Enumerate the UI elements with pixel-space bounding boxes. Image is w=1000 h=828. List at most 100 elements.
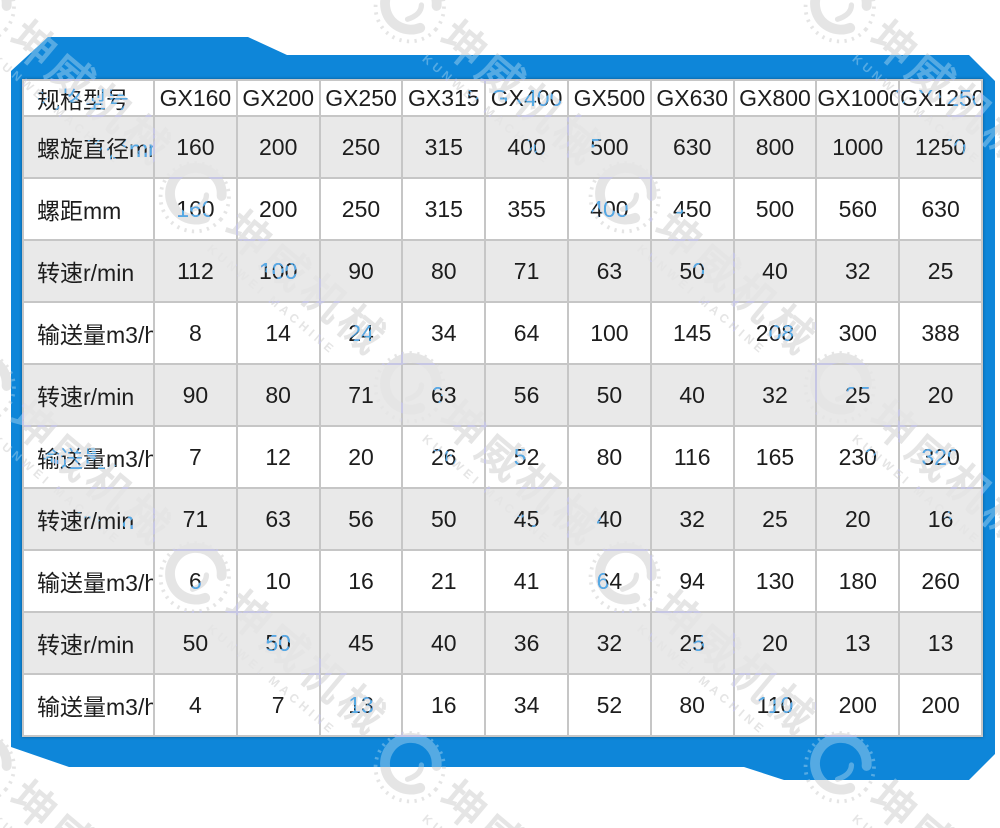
data-cell: 250	[318, 115, 404, 179]
watermark-text: 坤威机械 KUNWEI MACHINE	[420, 773, 612, 828]
data-cell: 200	[898, 673, 983, 737]
data-cell: 36	[484, 611, 569, 675]
data-cell: 56	[484, 363, 569, 427]
table-row: 输送量m3/h 8 14 24 34 64 100 145 208 300 388	[22, 301, 983, 365]
row-label: 输送量m3/h	[22, 425, 155, 489]
data-cell: 50	[401, 487, 487, 551]
data-cell: 10	[235, 549, 321, 613]
data-cell: 25	[649, 611, 735, 675]
table-row: 转速r/min 71 63 56 50 45 40 32 25 20 16	[22, 487, 983, 551]
watermark-brand-cn: 坤威机械	[430, 773, 612, 828]
data-cell: 355	[484, 177, 569, 241]
data-cell: 41	[484, 549, 569, 613]
data-cell: 110	[732, 673, 818, 737]
data-cell: 6	[153, 549, 238, 613]
data-cell: 80	[401, 239, 487, 303]
data-cell: 24	[318, 301, 404, 365]
data-cell: 94	[649, 549, 735, 613]
data-cell: 71	[153, 487, 238, 551]
data-cell: 32	[815, 239, 901, 303]
header-cell: GX630	[649, 79, 735, 117]
data-cell: 64	[566, 549, 652, 613]
data-cell: 400	[484, 115, 569, 179]
data-cell: 16	[401, 673, 487, 737]
header-cell: GX500	[566, 79, 652, 117]
header-cell: GX1250	[898, 79, 983, 117]
kunwei-logo-icon	[786, 0, 893, 61]
header-cell: GX200	[235, 79, 321, 117]
data-cell: 7	[153, 425, 238, 489]
watermark-brand-cn: 坤威机械	[430, 773, 612, 828]
data-cell: 100	[566, 301, 652, 365]
watermark-brand-en: KUNWEI MACHINE	[850, 812, 1000, 828]
data-cell: 400	[566, 177, 652, 241]
data-cell: 14	[235, 301, 321, 365]
data-cell: 300	[815, 301, 901, 365]
data-cell: 80	[566, 425, 652, 489]
data-cell: 160	[153, 115, 238, 179]
data-cell: 16	[318, 549, 404, 613]
data-cell: 130	[732, 549, 818, 613]
spec-table: 规格型号 GX160 GX200 GX250 GX315 GX400 GX500 GX630 G…	[22, 79, 983, 737]
data-cell: 13	[318, 673, 404, 737]
table-row: 输送量m3/h 6 10 16 21 41 64 94 130 180 260	[22, 549, 983, 613]
data-cell: 90	[318, 239, 404, 303]
data-cell: 560	[815, 177, 901, 241]
watermark-brand-en: KUNWEI MACHINE	[420, 812, 579, 828]
header-row: 规格型号 GX160 GX200 GX250 GX315 GX400 GX500 GX630 G…	[22, 79, 983, 117]
data-cell: 388	[898, 301, 983, 365]
data-cell: 320	[898, 425, 983, 489]
data-cell: 20	[815, 487, 901, 551]
watermark-brand-cn: 坤威机械	[860, 773, 1000, 828]
table-row: 输送量m3/h 7 12 20 26 52 80 116 165 230 320	[22, 425, 983, 489]
data-cell: 200	[235, 177, 321, 241]
row-label: 转速r/min	[22, 363, 155, 427]
header-cell: GX160	[153, 79, 238, 117]
header-cell: GX250	[318, 79, 404, 117]
data-cell: 165	[732, 425, 818, 489]
table-row: 转速r/min 90 80 71 63 56 50 40 32 25 20	[22, 363, 983, 427]
data-cell: 20	[732, 611, 818, 675]
data-cell: 180	[815, 549, 901, 613]
data-cell: 50	[235, 611, 321, 675]
data-cell: 45	[318, 611, 404, 675]
data-cell: 32	[566, 611, 652, 675]
data-cell: 50	[649, 239, 735, 303]
data-cell: 25	[732, 487, 818, 551]
watermark-brand-cn: 坤威机械	[860, 773, 1000, 828]
row-label: 输送量m3/h	[22, 673, 155, 737]
data-cell: 25	[898, 239, 983, 303]
data-cell: 21	[401, 549, 487, 613]
table-row: 螺距mm 160 200 250 315 355 400 450 500 560 630	[22, 177, 983, 241]
data-cell: 4	[153, 673, 238, 737]
kunwei-logo-icon	[356, 0, 463, 61]
table-row: 输送量m3/h 4 7 13 16 34 52 80 110 200 200	[22, 673, 983, 737]
kunwei-logo-icon	[356, 0, 463, 61]
header-cell: GX400	[484, 79, 569, 117]
data-cell: 260	[898, 549, 983, 613]
row-label: 输送量m3/h	[22, 301, 155, 365]
row-label: 输送量m3/h	[22, 549, 155, 613]
data-cell: 160	[153, 177, 238, 241]
data-cell: 100	[235, 239, 321, 303]
data-cell: 315	[401, 115, 487, 179]
watermark-brand-en: KUNWEI MACHINE	[850, 812, 1000, 828]
data-cell: 32	[732, 363, 818, 427]
header-cell: GX800	[732, 79, 818, 117]
data-cell: 630	[898, 177, 983, 241]
watermark-brand-en: KUNWEI MACHINE	[0, 812, 149, 828]
data-cell: 32	[649, 487, 735, 551]
data-cell: 90	[153, 363, 238, 427]
watermark-brand-en: KUNWEI MACHINE	[420, 812, 579, 828]
kunwei-logo-icon	[0, 0, 33, 61]
data-cell: 34	[484, 673, 569, 737]
row-label: 转速r/min	[22, 239, 155, 303]
data-cell: 200	[235, 115, 321, 179]
kunwei-logo-icon	[786, 0, 893, 61]
watermark-text: 坤威机械 KUNWEI MACHINE	[850, 773, 1000, 828]
data-cell: 13	[815, 611, 901, 675]
watermark-brand-cn: 坤威机械	[0, 773, 181, 828]
data-cell: 52	[566, 673, 652, 737]
data-cell: 20	[898, 363, 983, 427]
